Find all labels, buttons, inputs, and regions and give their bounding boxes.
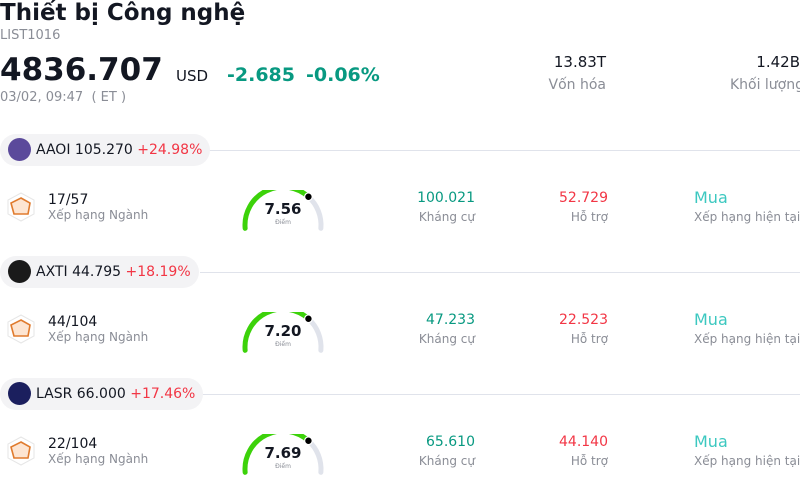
resistance: 65.610 — [426, 434, 475, 450]
row-graphics — [7, 312, 324, 353]
time: 03/02, 09:47 — [0, 90, 84, 105]
resistance: 100.021 — [417, 190, 475, 206]
ticker: AAOI — [36, 142, 71, 158]
rank: 17/57 — [48, 192, 89, 208]
stock-pill[interactable]: AAOI 105.270 +24.98% — [0, 134, 211, 166]
rating-label: Xếp hạng hiện tại — [694, 210, 800, 224]
score-label: Điểm — [275, 341, 291, 348]
stat-value: 13.83T — [553, 53, 606, 71]
resistance: 47.233 — [426, 312, 475, 328]
score-label: Điểm — [275, 219, 291, 226]
divider — [200, 394, 800, 395]
gauge-fill — [242, 434, 311, 475]
stat-label: Khối lượng — [729, 77, 800, 93]
stock-pill[interactable]: AXTI 44.795 +18.19% — [0, 256, 199, 288]
gauge-dot — [304, 314, 313, 324]
rating-label: Xếp hạng hiện tại — [694, 332, 800, 346]
stock-price: 66.000 — [76, 386, 126, 402]
support-label: Hỗ trợ — [570, 210, 608, 224]
score: 7.56 — [264, 200, 302, 218]
stat-label: Vốn hóa — [548, 77, 606, 93]
stock-pill[interactable]: LASR 66.000 +17.46% — [0, 378, 204, 410]
rank-icon — [7, 314, 35, 344]
datetime: 03/02, 09:47 ( ET ) — [0, 90, 126, 105]
resistance-label: Kháng cự — [418, 454, 475, 468]
stat-value: 1.42B — [756, 53, 800, 71]
support: 44.140 — [559, 434, 608, 450]
currency: USD — [176, 67, 209, 85]
rank-icon — [7, 192, 35, 222]
stock-price: 44.795 — [72, 264, 122, 280]
gauge-fill — [242, 190, 311, 231]
resistance-label: Kháng cự — [418, 332, 475, 346]
rating: Mua — [694, 432, 728, 451]
resistance-label: Kháng cự — [418, 210, 475, 224]
title: Thiết bị Công nghệ — [0, 0, 246, 26]
change: -2.685 — [227, 64, 295, 86]
stock-change: +17.46% — [130, 386, 196, 402]
timezone: ( ET ) — [91, 90, 127, 105]
rank: 44/104 — [48, 314, 98, 330]
score-label: Điểm — [275, 463, 291, 470]
rating: Mua — [694, 310, 728, 329]
symbol: LIST1016 — [0, 28, 61, 43]
logo — [8, 382, 31, 405]
logo — [8, 138, 31, 161]
score: 7.69 — [264, 444, 302, 462]
gauge-dot — [304, 436, 313, 446]
row-graphics — [7, 434, 324, 475]
gauge-dot — [304, 192, 313, 202]
rank: 22/104 — [48, 436, 98, 452]
stock-change: +18.19% — [125, 264, 191, 280]
stock-price: 105.270 — [74, 142, 133, 158]
support-label: Hỗ trợ — [570, 332, 608, 346]
row-graphics — [7, 190, 324, 231]
stock-change: +24.98% — [137, 142, 203, 158]
rating-label: Xếp hạng hiện tại — [694, 454, 800, 468]
rank-label: Xếp hạng Ngành — [48, 452, 149, 466]
ticker: LASR — [36, 386, 73, 402]
rank-label: Xếp hạng Ngành — [48, 330, 149, 344]
score: 7.20 — [264, 322, 302, 340]
divider — [200, 150, 800, 151]
ticker: AXTI — [36, 264, 68, 280]
support: 22.523 — [559, 312, 608, 328]
change-percent: -0.06% — [306, 64, 380, 86]
rating: Mua — [694, 188, 728, 207]
rank-label: Xếp hạng Ngành — [48, 208, 149, 222]
gauge-fill — [242, 312, 311, 353]
divider — [200, 272, 800, 273]
price: 4836.707 — [0, 52, 163, 88]
support: 52.729 — [559, 190, 608, 206]
support-label: Hỗ trợ — [570, 454, 608, 468]
rank-icon — [7, 436, 35, 466]
logo — [8, 260, 31, 283]
